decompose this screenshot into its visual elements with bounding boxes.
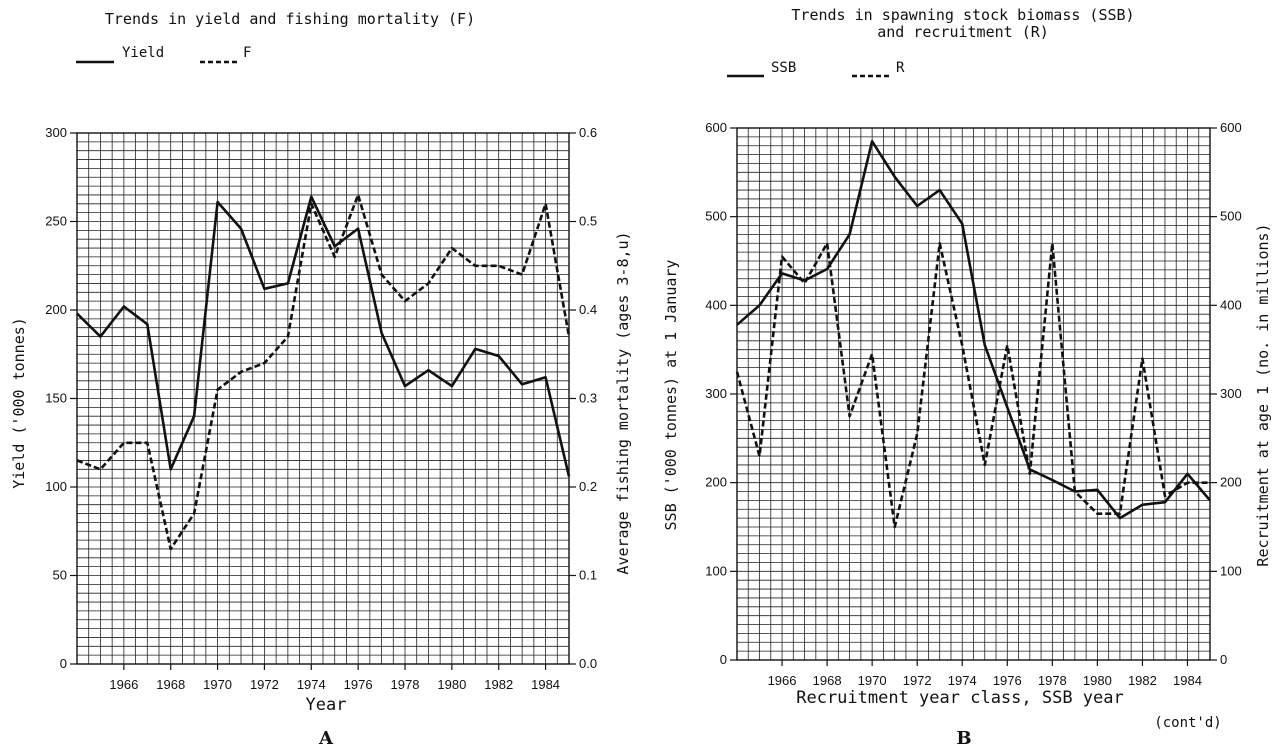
- panel-a-xtick-label: 1982: [484, 677, 513, 692]
- panel-a-y2tick-label: 0.2: [579, 479, 597, 494]
- panel-a-xtick-label: 1970: [203, 677, 232, 692]
- panel-b-axes: 0 100 200 300 400 500 600 0 100 200 300 400 500 600 19…: [705, 120, 1241, 688]
- panel-b-legend: SSB R: [727, 60, 905, 78]
- panel-b-xtick-label: 1966: [768, 673, 797, 688]
- panel-a-axes: 0 50 100 150 200 250 300 0.0 0.1 0.2 0.3 0.4 0.5 0.6 1…: [45, 125, 597, 692]
- panel-a-y2tick-label: 0.4: [579, 302, 597, 317]
- panel-b-y2tick-label: 100: [1220, 563, 1242, 578]
- panel-a-y2tick-label: 0.0: [579, 656, 597, 671]
- panel-a-xtick-label: 1966: [109, 677, 138, 692]
- panel-b-title: Trends in spawning stock biomass (SSB): [791, 6, 1134, 24]
- panel-b-ytick-label: 500: [705, 209, 727, 224]
- panel-a-ytick-label: 200: [45, 302, 67, 317]
- panel-a-xtick-label: 1974: [297, 677, 326, 692]
- panel-a-y2tick-label: 0.6: [579, 125, 597, 140]
- panel-b-xtick-label: 1972: [903, 673, 932, 688]
- continued-note: (cont'd): [1154, 715, 1221, 731]
- panel-a-y2tick-label: 0.1: [579, 568, 597, 583]
- panel-b-y2label: Recruitment at age 1 (no. in millions): [1254, 223, 1272, 566]
- panel-b-xtick-label: 1982: [1128, 673, 1157, 688]
- panel-a-title: Trends in yield and fishing mortality (F…: [105, 10, 475, 28]
- panel-b-xtick-label: 1976: [993, 673, 1022, 688]
- panel-b-y2tick-label: 400: [1220, 297, 1242, 312]
- panel-b: Trends in spawning stock biomass (SSB) a…: [662, 6, 1272, 749]
- panel-b-title-line2: and recruitment (R): [877, 23, 1049, 41]
- panel-a-ytick-label: 50: [53, 568, 67, 583]
- panel-b-y2tick-label: 300: [1220, 386, 1242, 401]
- panel-a-xlabel: Year: [306, 695, 347, 715]
- panel-a-ytick-label: 0: [60, 656, 67, 671]
- legend-f-label: F: [243, 45, 251, 61]
- panel-a-ylabel: Yield ('000 tonnes): [10, 317, 28, 489]
- panel-a-series: [76, 193, 571, 551]
- panel-b-xtick-label: 1968: [813, 673, 842, 688]
- panel-b-series-ssb: [736, 140, 1211, 520]
- panel-b-xtick-label: 1974: [948, 673, 977, 688]
- panel-a-ytick-label: 300: [45, 125, 67, 140]
- panel-a-xtick-label: 1972: [250, 677, 279, 692]
- panel-b-ytick-label: 600: [705, 120, 727, 135]
- panel-a-ytick-label: 250: [45, 214, 67, 229]
- panel-b-letter: B: [956, 728, 971, 749]
- panel-a-y2label: Average fishing mortality (ages 3-8,u): [614, 231, 632, 574]
- panel-b-ytick-label: 300: [705, 386, 727, 401]
- panel-a-series-yield: [76, 195, 571, 477]
- panel-b-xtick-label: 1978: [1038, 673, 1067, 688]
- panel-b-series: [735, 140, 1211, 529]
- panel-a-y2tick-label: 0.3: [579, 391, 597, 406]
- panel-a-ytick-label: 100: [45, 479, 67, 494]
- panel-a-xtick-label: 1980: [437, 677, 466, 692]
- panel-a-legend: Yield F: [76, 45, 251, 64]
- panel-b-series-r: [735, 242, 1210, 529]
- panel-b-grid: [736, 127, 1211, 661]
- panel-a: Trends in yield and fishing mortality (F…: [10, 10, 632, 749]
- panel-b-xtick-label: 1970: [858, 673, 887, 688]
- legend-r-label: R: [896, 60, 905, 76]
- panel-b-ytick-label: 0: [720, 652, 727, 667]
- panel-b-xtick-label: 1980: [1083, 673, 1112, 688]
- panel-b-xlabel: Recruitment year class, SSB year: [796, 688, 1124, 708]
- panel-a-xtick-label: 1976: [344, 677, 373, 692]
- panel-b-y2tick-label: 200: [1220, 475, 1242, 490]
- panel-a-grid: [76, 132, 570, 665]
- panel-b-xtick-label: 1984: [1173, 673, 1202, 688]
- legend-yield-label: Yield: [122, 45, 164, 61]
- panel-b-y2tick-label: 0: [1220, 652, 1227, 667]
- legend-ssb-label: SSB: [771, 60, 796, 76]
- panel-a-letter: A: [318, 728, 334, 749]
- panel-a-xtick-label: 1978: [391, 677, 420, 692]
- panel-a-xtick-label: 1968: [156, 677, 185, 692]
- panel-b-ytick-label: 400: [705, 297, 727, 312]
- panel-a-ytick-label: 150: [45, 391, 67, 406]
- panel-b-y2tick-label: 600: [1220, 120, 1242, 135]
- panel-b-ytick-label: 100: [705, 563, 727, 578]
- panel-b-ylabel: SSB ('000 tonnes) at 1 January: [662, 260, 680, 531]
- panel-a-series-f: [76, 193, 571, 551]
- panel-a-xtick-label: 1984: [531, 677, 560, 692]
- panel-a-y2tick-label: 0.5: [579, 214, 597, 229]
- panel-b-ytick-label: 200: [705, 475, 727, 490]
- panel-b-y2tick-label: 500: [1220, 209, 1242, 224]
